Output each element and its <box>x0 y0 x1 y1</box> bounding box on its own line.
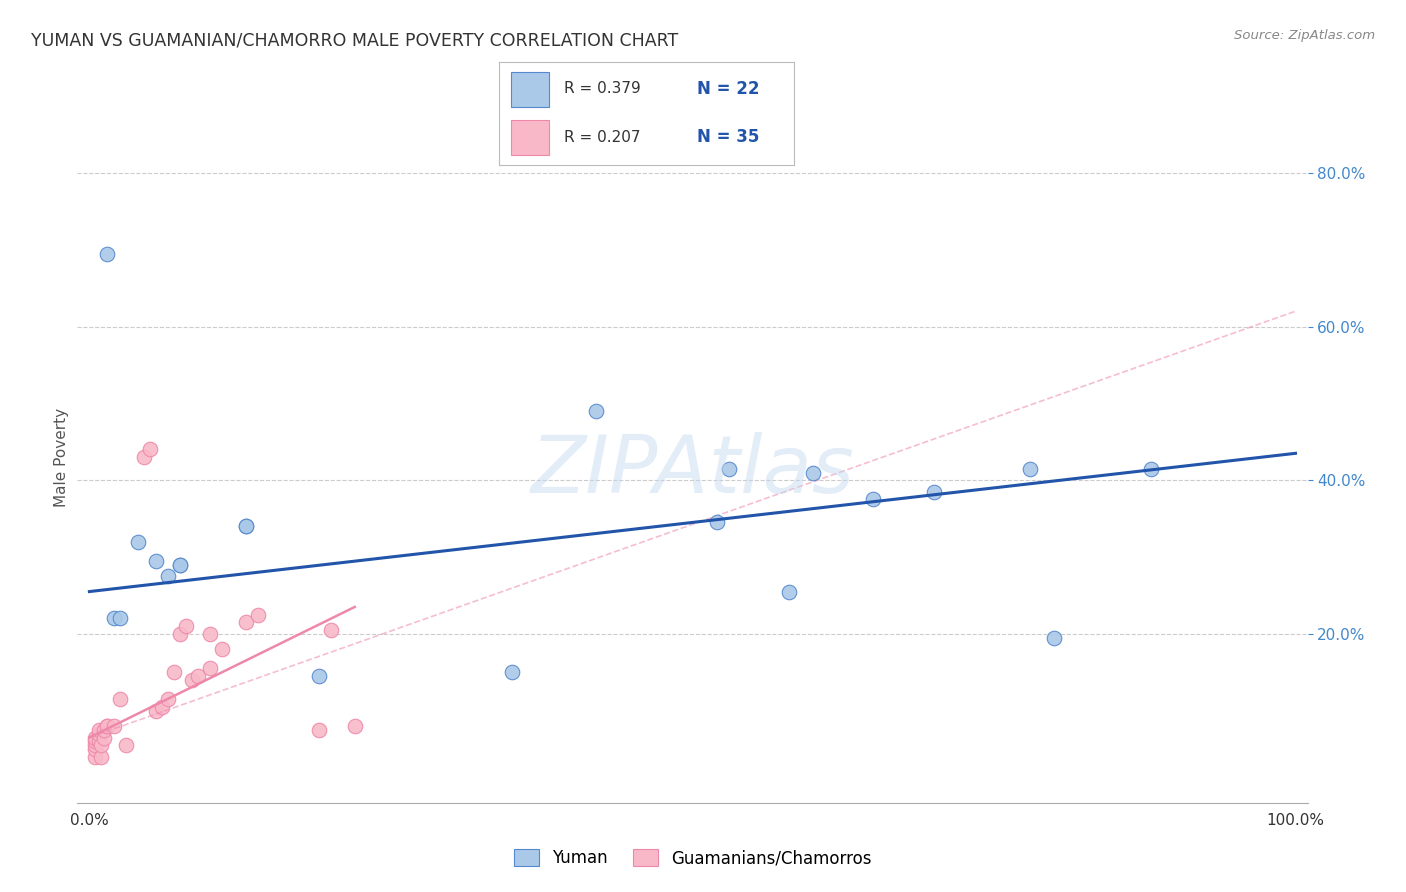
Text: R = 0.379: R = 0.379 <box>564 81 641 96</box>
Point <box>778 584 800 599</box>
Point <box>145 704 167 718</box>
Point <box>187 669 209 683</box>
Point <box>156 692 179 706</box>
Text: ZIPAtlas: ZIPAtlas <box>530 432 855 510</box>
Point <box>343 719 366 733</box>
Point <box>163 665 186 680</box>
Point <box>93 723 115 737</box>
Point <box>706 516 728 530</box>
Point <box>96 719 118 733</box>
Text: R = 0.207: R = 0.207 <box>564 130 641 145</box>
Point <box>87 734 110 748</box>
Point <box>87 726 110 740</box>
Point <box>90 738 112 752</box>
Point <box>1139 461 1161 475</box>
Point <box>235 519 257 533</box>
Point <box>922 484 945 499</box>
Point <box>717 461 740 475</box>
Point <box>127 534 149 549</box>
Text: Source: ZipAtlas.com: Source: ZipAtlas.com <box>1234 29 1375 42</box>
Point <box>235 519 257 533</box>
Point <box>169 558 191 572</box>
Point <box>96 719 118 733</box>
Point <box>132 450 155 464</box>
Point <box>180 673 202 687</box>
Point <box>198 661 221 675</box>
Point <box>87 723 110 737</box>
Point <box>96 246 118 260</box>
Point <box>198 627 221 641</box>
Bar <box>510 120 550 155</box>
Point <box>156 569 179 583</box>
Point <box>169 558 191 572</box>
Point <box>585 404 607 418</box>
Point <box>319 623 342 637</box>
Point <box>108 692 131 706</box>
Point <box>103 611 125 625</box>
Point <box>247 607 270 622</box>
Point <box>174 619 197 633</box>
Point <box>169 627 191 641</box>
Point <box>501 665 523 680</box>
Point <box>93 731 115 745</box>
Point <box>308 669 330 683</box>
Point <box>114 738 136 752</box>
Point <box>84 742 107 756</box>
Legend: Yuman, Guamanians/Chamorros: Yuman, Guamanians/Chamorros <box>508 842 877 874</box>
Point <box>145 554 167 568</box>
Point <box>862 492 884 507</box>
Point <box>211 642 233 657</box>
Point <box>84 731 107 745</box>
Point <box>235 615 257 630</box>
Point <box>308 723 330 737</box>
Text: N = 22: N = 22 <box>697 79 759 97</box>
Point <box>138 442 160 457</box>
Point <box>90 749 112 764</box>
Y-axis label: Male Poverty: Male Poverty <box>53 408 69 507</box>
Point <box>108 611 131 625</box>
Point <box>84 734 107 748</box>
Point <box>1019 461 1042 475</box>
Bar <box>510 71 550 106</box>
Point <box>801 466 824 480</box>
Text: N = 35: N = 35 <box>697 128 759 146</box>
Point <box>84 749 107 764</box>
Point <box>103 719 125 733</box>
Point <box>1043 631 1066 645</box>
Point <box>84 738 107 752</box>
Text: YUMAN VS GUAMANIAN/CHAMORRO MALE POVERTY CORRELATION CHART: YUMAN VS GUAMANIAN/CHAMORRO MALE POVERTY… <box>31 31 678 49</box>
Point <box>150 699 173 714</box>
